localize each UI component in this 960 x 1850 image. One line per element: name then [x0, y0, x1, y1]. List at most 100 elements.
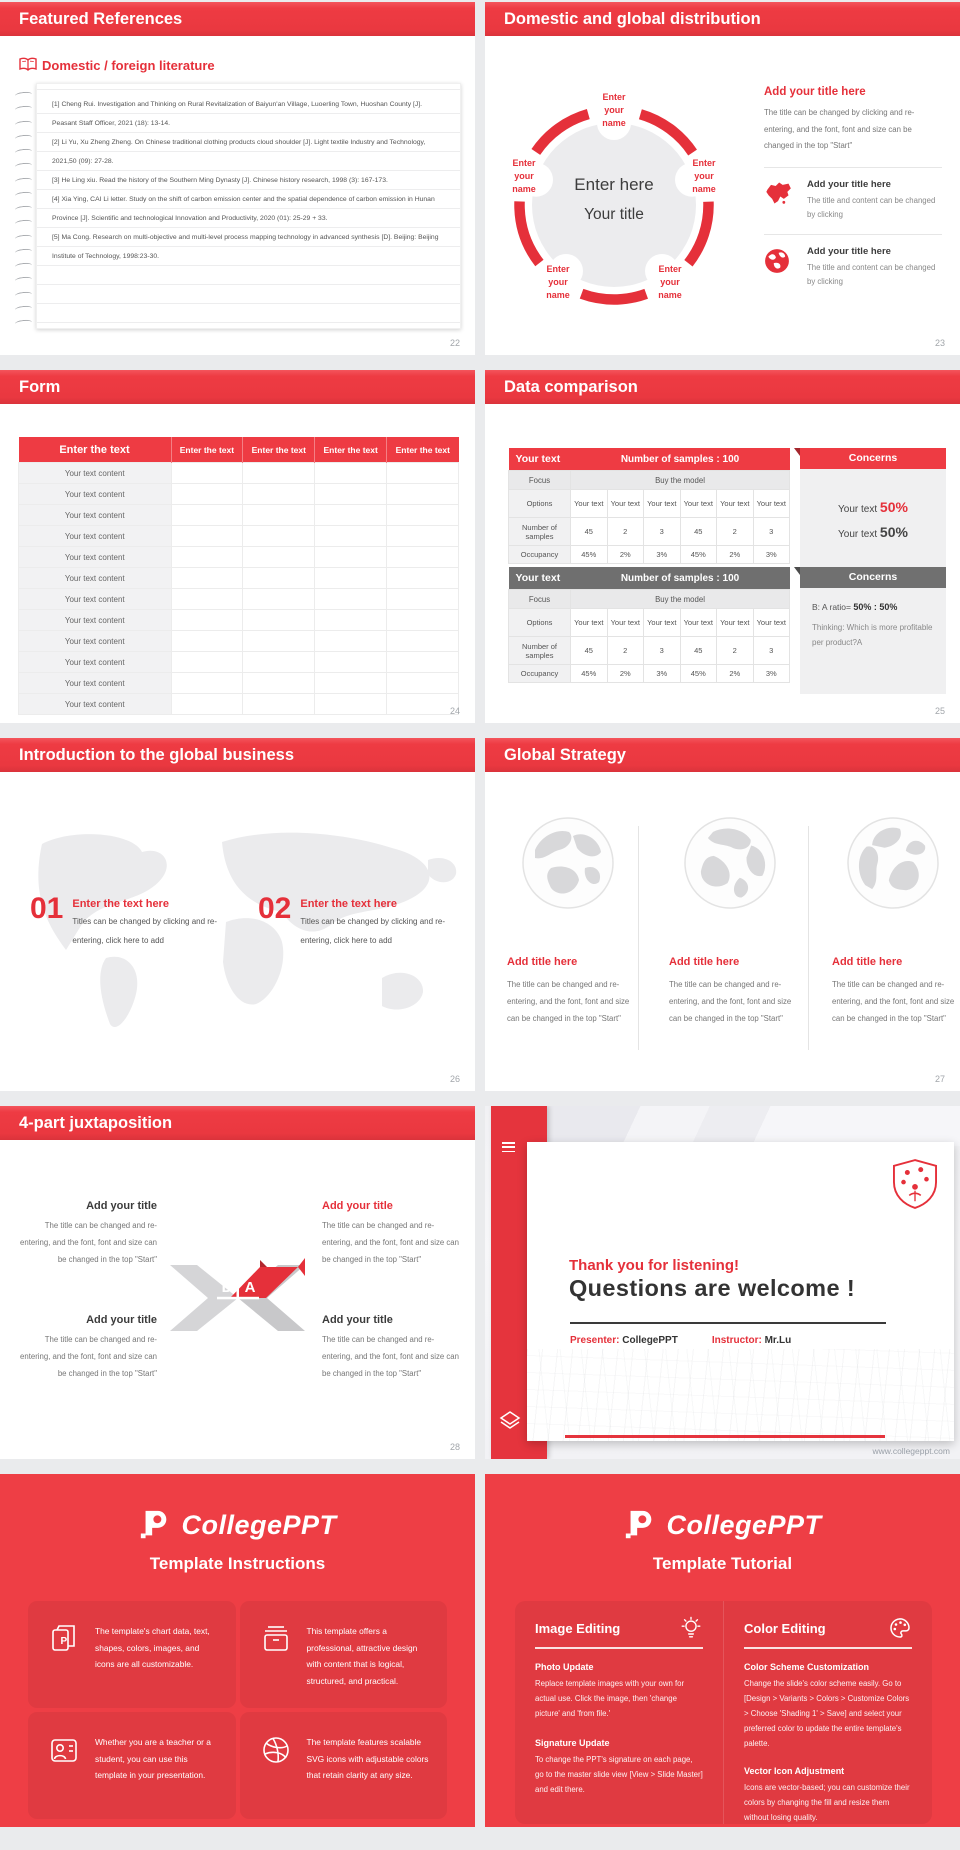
slide-featured-references[interactable]: Featured References Domestic / foreign l… [0, 2, 475, 355]
quadrant: Add your title The title can be changed … [20, 1200, 157, 1268]
presenter-value: CollegePPT [619, 1335, 678, 1346]
column-header: Enter the text [386, 437, 459, 463]
diagram-node-label: Enter your name [602, 92, 626, 128]
quadrant-body: The title can be changed and re-entering… [20, 1221, 157, 1264]
slide-title-bar: 4-part juxtaposition [0, 1106, 475, 1140]
numbered-item: 01 Enter the text here Titles can be cha… [30, 894, 230, 950]
tutorial-column: Color Editing Color Scheme Customization… [723, 1601, 932, 1824]
row-label: Your text content [18, 483, 172, 505]
percentage-value: 50% [879, 499, 908, 515]
quadrant-body: The title can be changed and re-entering… [322, 1221, 459, 1264]
thinking-line: Thinking: Which is more profitable per p… [812, 623, 933, 647]
reference-item: [1] Cheng Rui. Investigation and Thinkin… [52, 101, 423, 127]
column-body: The title can be changed and re-entering… [507, 980, 630, 1023]
slide-global-strategy[interactable]: Global Strategy Add title here The title… [485, 738, 960, 1091]
letter-a: A [245, 1279, 256, 1296]
item-body: The title and content can be changed by … [807, 195, 936, 219]
diagram-node-label: Enter your name [512, 158, 536, 194]
tutorial-column: Image Editing Photo Update Replace templ… [515, 1601, 723, 1824]
concern-line: Your text 50% [838, 499, 908, 515]
table-row: Your text content [18, 462, 459, 484]
china-map-icon [764, 179, 794, 222]
item-title: Add your title here [807, 245, 891, 257]
slides-icon: P [48, 1623, 80, 1708]
reference-item: [3] He Ling xiu. Read the history of the… [52, 177, 388, 184]
hamburger-menu-icon[interactable] [502, 1142, 515, 1155]
row-label: Your text content [18, 693, 172, 715]
slide-title: Introduction to the global business [19, 746, 294, 764]
item-body: The title and content can be changed by … [807, 262, 936, 286]
table-header: Number of samples : 100 [570, 448, 790, 471]
column-title: Add title here [832, 956, 903, 968]
slide-data-comparison[interactable]: Data comparison Your text Number of samp… [485, 370, 960, 723]
diagram-node-label: Enter your name [692, 158, 716, 194]
comparison-table-gray: Your text Number of samples : 100 Focus … [508, 567, 790, 683]
slide-4-part-juxtaposition[interactable]: 4-part juxtaposition Add your title The … [0, 1106, 475, 1459]
instruction-cells: P The template's chart data, text, shape… [28, 1601, 447, 1819]
item-number: 01 [30, 892, 64, 925]
quadrant-body: The title can be changed and re-entering… [322, 1335, 459, 1378]
closing-eyebrow: Thank you for listening! [569, 1257, 740, 1274]
svg-text:P: P [61, 1636, 68, 1647]
row-label: Your text content [18, 588, 172, 610]
slide-title-bar: Data comparison [485, 370, 960, 404]
slide-distribution[interactable]: Domestic and global distribution Enter h… [485, 2, 960, 355]
slide-title-bar: Domestic and global distribution [485, 2, 960, 36]
section-title: Color Scheme Customization [744, 1661, 870, 1672]
panel-template-instructions[interactable]: CollegePPT Template Instructions P The t… [0, 1474, 475, 1827]
layers-icon [498, 1409, 522, 1433]
slide-title: Domestic and global distribution [504, 10, 761, 28]
concerns-panel: Concerns Your text 50% Your text 50% [794, 448, 946, 572]
slide-title: 4-part juxtaposition [19, 1114, 173, 1132]
closing-card: Thank you for listening! Questions are w… [527, 1142, 954, 1441]
lightbulb-icon [679, 1616, 703, 1640]
instruction-cell: P The template's chart data, text, shape… [28, 1601, 236, 1708]
section-body: Icons are vector-based; you can customiz… [744, 1782, 910, 1822]
reference-item: [2] Li Yu, Xu Zheng Zheng. On Chinese tr… [52, 139, 426, 165]
panel-template-tutorial[interactable]: CollegePPT Template Tutorial Image Editi… [485, 1474, 960, 1827]
row-label: Your text content [18, 672, 172, 694]
quadrant-body: The title can be changed and re-entering… [20, 1335, 157, 1378]
collegeppt-logo-icon [138, 1508, 172, 1542]
row-label: Your text content [18, 651, 172, 673]
table-row: Your text content [18, 651, 459, 673]
circular-diagram: Enter here Your title Enter your name En… [496, 87, 732, 323]
instruction-cell: This template offers a professional, att… [239, 1601, 447, 1708]
archive-icon [260, 1623, 292, 1708]
instruction-text: The template's chart data, text, shapes,… [95, 1626, 210, 1669]
item-title: Enter the text here [300, 898, 397, 910]
item-body: Titles can be changed by clicking and re… [72, 917, 218, 945]
red-accent-bar [565, 1434, 885, 1438]
page-number: 24 [449, 706, 460, 716]
column-divider [638, 826, 639, 1050]
decorative-diagonals [545, 1106, 960, 1146]
quadrant: Add your title The title can be changed … [322, 1314, 459, 1382]
page-number: 26 [449, 1074, 460, 1084]
concerns-ribbon: Concerns [794, 448, 946, 469]
column-underline [744, 1647, 912, 1649]
tutorial-column-title: Color Editing [744, 1620, 826, 1636]
table-corner: Your text [508, 448, 571, 471]
item-number: 02 [258, 892, 292, 925]
slide-closing-thank-you[interactable]: Thank you for listening! Questions are w… [485, 1106, 960, 1459]
table-row: Your text content [18, 567, 459, 589]
university-crest-icon [893, 1159, 937, 1209]
abcd-ribbon-graphic: D A C B [170, 1258, 305, 1331]
instruction-cell: Whether you are a teacher or a student, … [28, 1712, 236, 1819]
globe-icon [847, 817, 939, 909]
wireframe-mesh [527, 1349, 954, 1441]
slide-global-business-intro[interactable]: Introduction to the global business 01 E… [0, 738, 475, 1091]
reference-item: [5] Ma Cong. Research on multi-objective… [52, 234, 439, 260]
instruction-text: The template features scalable SVG icons… [306, 1737, 429, 1780]
item-title: Enter the text here [72, 898, 169, 910]
column-body: The title can be changed and re-entering… [669, 980, 792, 1023]
strategy-column: Add title here The title can be changed … [669, 816, 801, 1027]
concern-line: Your text 50% [838, 524, 908, 540]
headline-underline [570, 1322, 886, 1324]
logo-text: CollegePPT [666, 1509, 822, 1540]
palette-icon [888, 1616, 912, 1640]
slide-form[interactable]: Form Enter the text Enter the text Enter… [0, 370, 475, 723]
column-header: Enter the text [314, 437, 387, 463]
instructor-label: Instructor: [711, 1335, 762, 1346]
